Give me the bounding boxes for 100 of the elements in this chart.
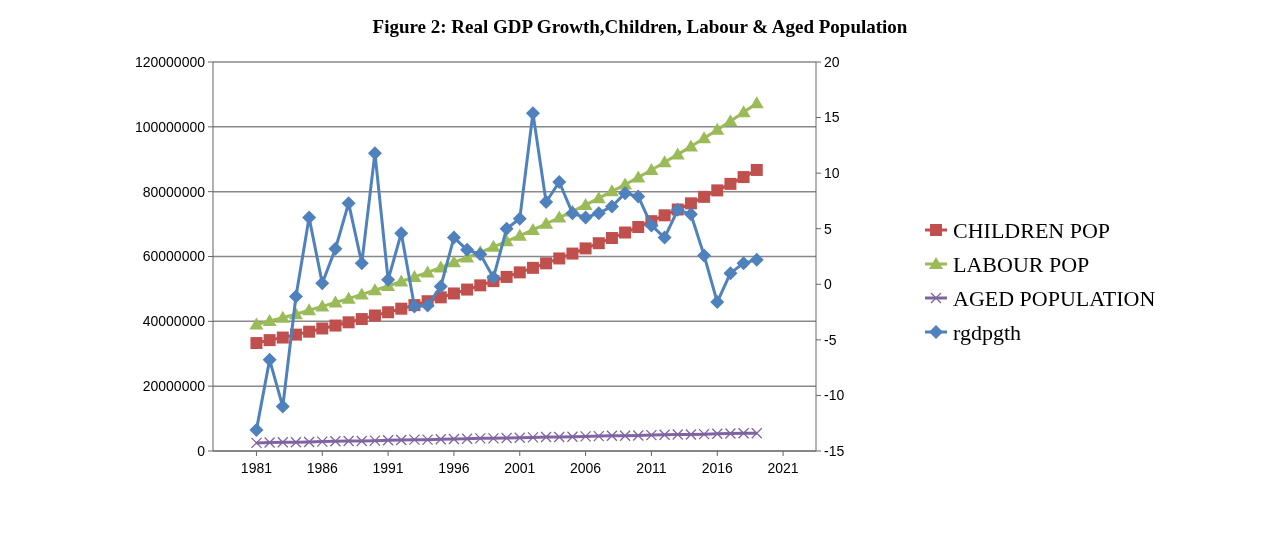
legend-label: rgdpgth (953, 319, 1022, 345)
point (446, 255, 461, 268)
point (604, 184, 619, 197)
point (394, 274, 409, 287)
point (512, 211, 527, 226)
point (474, 279, 487, 292)
point (447, 287, 460, 300)
y2-tick-label: -10 (824, 387, 845, 404)
point (658, 209, 671, 222)
y2-tick-label: 20 (824, 53, 840, 70)
point (749, 96, 764, 109)
point (382, 306, 395, 319)
point (341, 196, 356, 211)
point (420, 298, 435, 313)
point (644, 162, 659, 175)
y2-tick-label: -5 (824, 331, 837, 348)
point (539, 195, 554, 210)
point (303, 325, 316, 338)
point (513, 266, 526, 279)
point (737, 171, 750, 184)
x-tick-label: 1981 (240, 460, 273, 476)
point (749, 252, 764, 267)
point (394, 226, 409, 241)
y-tick-label: 20000000 (142, 378, 206, 395)
point (433, 279, 448, 294)
point (670, 147, 685, 160)
point (723, 266, 738, 281)
y-tick-label: 120000000 (134, 53, 206, 70)
point (736, 105, 751, 118)
point (711, 184, 724, 197)
point (355, 313, 368, 326)
x-tick-label: 1986 (306, 460, 339, 476)
point (329, 319, 342, 332)
point (275, 399, 290, 414)
point (354, 287, 369, 300)
point (631, 170, 646, 183)
point (420, 265, 435, 278)
point (367, 146, 382, 161)
point (288, 289, 303, 304)
point (341, 291, 356, 304)
point (724, 177, 737, 190)
point (354, 256, 369, 271)
point (499, 221, 514, 236)
x-tick-label: 1996 (438, 460, 470, 476)
point (525, 222, 540, 235)
y-tick-label: 80000000 (142, 183, 206, 200)
point (683, 207, 698, 222)
point (657, 155, 672, 168)
point (644, 218, 659, 233)
legend-label: CHILDREN POP (953, 217, 1111, 243)
point (486, 270, 501, 285)
point (604, 199, 619, 214)
y2-tick-label: 0 (824, 276, 832, 293)
point (618, 186, 633, 201)
point (592, 237, 605, 250)
point (263, 334, 276, 347)
point (315, 299, 330, 312)
x-tick-label: 2021 (767, 460, 799, 476)
point (591, 206, 606, 221)
point (512, 228, 527, 241)
point (579, 242, 592, 255)
point (473, 247, 488, 262)
point (367, 283, 382, 296)
point (526, 261, 539, 274)
point (566, 247, 579, 260)
point (302, 210, 317, 225)
x-tick-label: 2001 (504, 460, 536, 476)
x-tick-label: 2011 (636, 460, 667, 476)
point (605, 232, 618, 245)
point (591, 191, 606, 204)
point (632, 221, 645, 233)
point (684, 197, 697, 210)
point (539, 216, 554, 229)
point (446, 230, 461, 245)
point (710, 122, 725, 135)
point (316, 322, 329, 335)
legend-label: LABOUR POP (953, 251, 1090, 277)
point (578, 210, 593, 225)
y2-tick-label: 15 (824, 109, 840, 126)
point (525, 106, 540, 121)
point (578, 197, 593, 210)
x-tick-label: 2006 (570, 460, 602, 476)
point (262, 314, 277, 327)
point (552, 210, 567, 223)
point (723, 114, 738, 127)
point (302, 303, 317, 316)
point (486, 239, 501, 252)
point (262, 352, 277, 367)
point (500, 270, 513, 283)
point (368, 309, 381, 322)
point (328, 241, 343, 256)
point (460, 242, 475, 257)
x-tick-label: 1991 (372, 460, 404, 476)
point (736, 256, 751, 271)
legend-label: AGED POPULATION (953, 285, 1156, 311)
point (619, 226, 632, 239)
point (249, 317, 264, 330)
y-tick-label: 40000000 (142, 313, 206, 330)
point (565, 206, 580, 221)
point (552, 175, 567, 190)
